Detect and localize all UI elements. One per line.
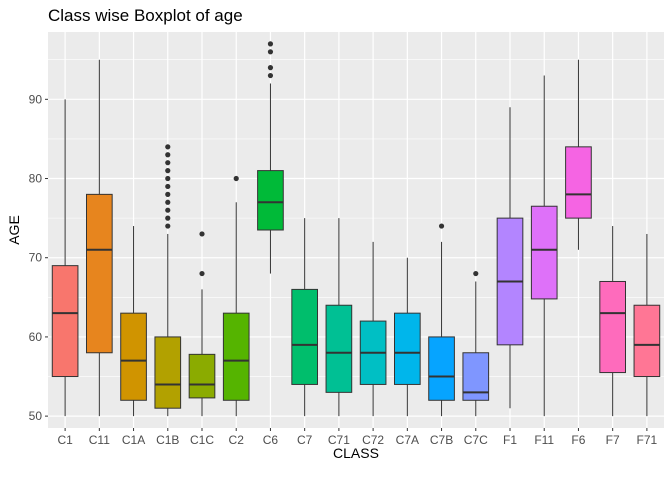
x-tick-label: C1 bbox=[57, 433, 73, 447]
outlier-point bbox=[267, 72, 274, 79]
x-tick-label: C71 bbox=[328, 433, 350, 447]
outlier-point bbox=[165, 175, 171, 182]
x-tick-label: C1A bbox=[122, 433, 145, 447]
outlier-point bbox=[267, 65, 274, 71]
y-tick-label: 60 bbox=[29, 330, 43, 344]
box-body bbox=[394, 312, 421, 385]
box-c7b bbox=[428, 223, 455, 417]
box-c7 bbox=[291, 218, 319, 417]
x-tick-label: C7A bbox=[396, 433, 419, 447]
box-body bbox=[633, 304, 661, 378]
box-c7c bbox=[462, 270, 490, 417]
box-body bbox=[291, 288, 319, 385]
outlier-point bbox=[165, 207, 171, 213]
outlier-point bbox=[165, 152, 171, 158]
x-tick-label: F6 bbox=[571, 433, 585, 447]
outlier-point bbox=[233, 175, 239, 182]
x-tick-label: F11 bbox=[534, 433, 554, 447]
outlier-point bbox=[267, 49, 274, 55]
outlier-point bbox=[165, 199, 171, 205]
box-c1c bbox=[188, 231, 216, 417]
box-body bbox=[325, 304, 353, 393]
y-axis-title: AGE bbox=[6, 215, 22, 245]
x-tick-label: C7 bbox=[297, 433, 313, 447]
box-c72 bbox=[359, 241, 387, 417]
plot-panel bbox=[48, 32, 664, 428]
outlier-point bbox=[199, 270, 205, 277]
box-body bbox=[565, 146, 592, 219]
box-body bbox=[120, 312, 147, 401]
x-tick-label: C1B bbox=[156, 433, 179, 447]
outlier-point bbox=[199, 231, 205, 237]
x-tick-label: F7 bbox=[606, 433, 620, 447]
outlier-point bbox=[165, 160, 171, 166]
outlier-point bbox=[165, 223, 171, 229]
box-c7a bbox=[394, 257, 421, 417]
y-tick-label: 50 bbox=[29, 409, 43, 423]
outlier-point bbox=[165, 215, 171, 221]
box-body bbox=[428, 336, 455, 401]
box-body bbox=[257, 170, 284, 231]
outlier-point bbox=[438, 223, 445, 229]
box-c6 bbox=[257, 41, 284, 274]
box-c2 bbox=[222, 175, 250, 417]
box-body bbox=[599, 280, 626, 374]
outlier-point bbox=[165, 191, 171, 197]
box-c11 bbox=[86, 59, 113, 417]
y-tick-label: 80 bbox=[29, 172, 43, 186]
box-c1a bbox=[120, 226, 147, 417]
y-tick-label: 70 bbox=[29, 251, 43, 265]
box-body bbox=[188, 353, 216, 399]
box-f7 bbox=[599, 226, 626, 417]
x-tick-label: F71 bbox=[637, 433, 658, 447]
box-f71 bbox=[633, 233, 661, 417]
x-tick-label: C7B bbox=[430, 433, 453, 447]
box-c71 bbox=[325, 218, 353, 417]
chart-title: Class wise Boxplot of age bbox=[48, 6, 243, 25]
box-f1 bbox=[496, 107, 524, 409]
outlier-point bbox=[165, 144, 171, 150]
box-c1b bbox=[154, 144, 182, 417]
box-f11 bbox=[530, 75, 558, 417]
x-tick-label: C72 bbox=[362, 433, 384, 447]
x-tick-label: C1C bbox=[190, 433, 214, 447]
outlier-point bbox=[165, 183, 171, 190]
outlier-point bbox=[165, 168, 171, 174]
x-tick-label: F1 bbox=[503, 433, 517, 447]
box-c1 bbox=[51, 99, 79, 417]
box-body bbox=[51, 265, 79, 378]
x-tick-label: C6 bbox=[263, 433, 279, 447]
box-body bbox=[154, 336, 182, 409]
x-tick-label: C11 bbox=[89, 433, 110, 447]
box-body bbox=[530, 205, 558, 300]
y-tick-label: 90 bbox=[29, 92, 43, 106]
x-tick-label: C2 bbox=[229, 433, 245, 447]
x-tick-label: C7C bbox=[464, 433, 488, 447]
outlier-point bbox=[473, 270, 479, 277]
outlier-point bbox=[267, 41, 274, 47]
x-axis-title: CLASS bbox=[333, 445, 379, 461]
box-body bbox=[222, 312, 250, 401]
box-body bbox=[86, 193, 113, 354]
box-f6 bbox=[565, 59, 592, 250]
